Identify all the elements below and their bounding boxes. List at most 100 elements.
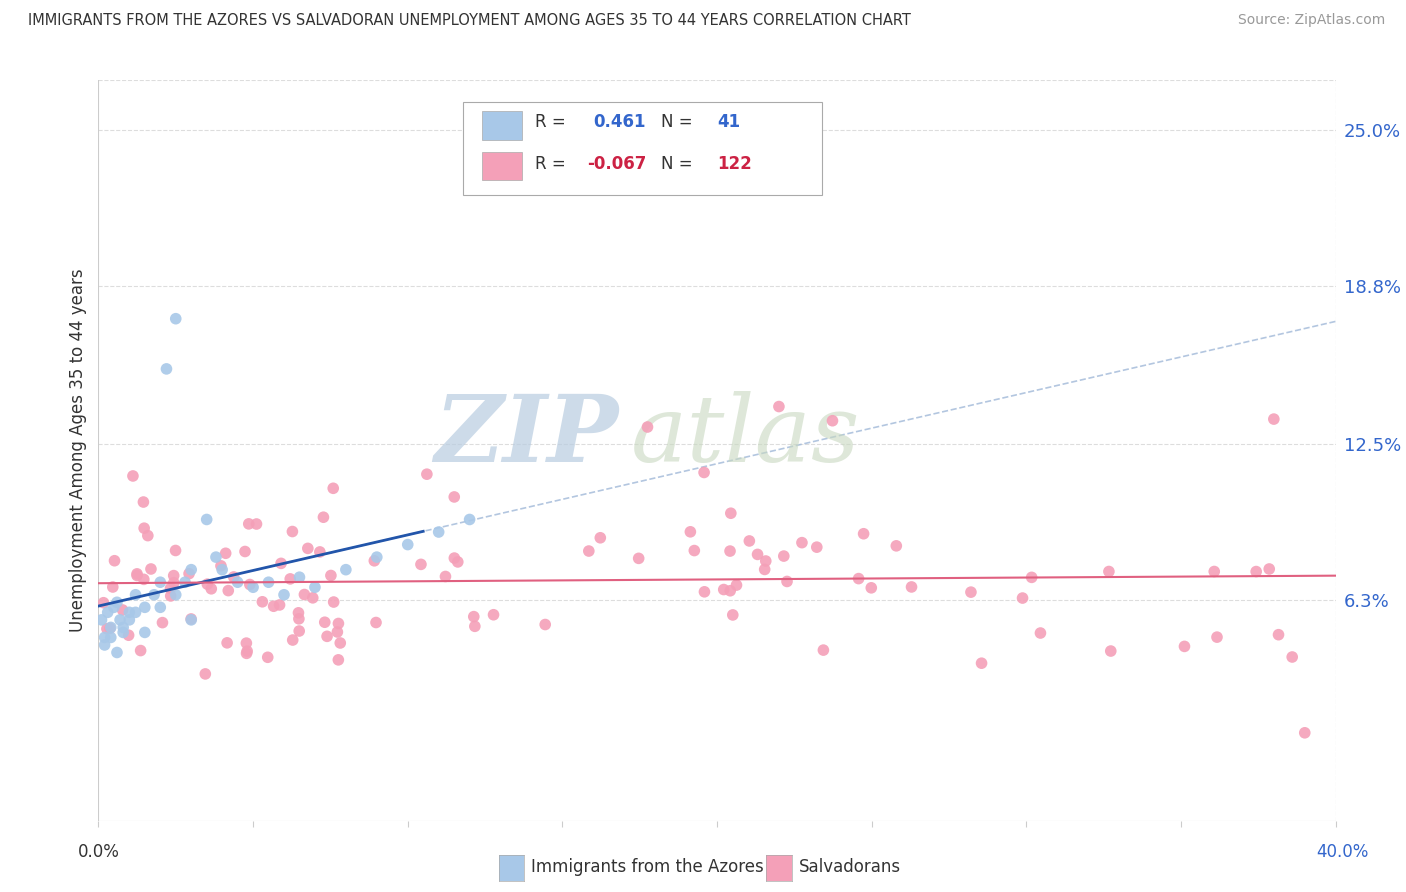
Point	[163, 568, 186, 582]
Point	[129, 643, 152, 657]
Point	[443, 490, 465, 504]
Text: Source: ZipAtlas.com: Source: ZipAtlas.com	[1237, 13, 1385, 28]
Point	[434, 569, 457, 583]
Point	[103, 554, 125, 568]
Point	[139, 562, 162, 576]
Text: Salvadorans: Salvadorans	[799, 858, 901, 876]
Point	[273, 588, 295, 602]
Point	[209, 558, 232, 573]
Point	[180, 563, 202, 577]
Point	[205, 550, 228, 565]
Point	[134, 521, 156, 535]
Point	[233, 544, 256, 558]
Point	[238, 516, 260, 531]
Point	[287, 606, 309, 620]
Point	[322, 481, 344, 495]
Point	[200, 582, 222, 596]
Point	[589, 531, 612, 545]
Point	[163, 575, 186, 590]
Point	[848, 572, 870, 586]
Point	[97, 605, 120, 619]
Point	[301, 591, 323, 605]
Point	[93, 596, 115, 610]
Point	[165, 311, 187, 326]
Point	[294, 588, 316, 602]
Point	[226, 575, 249, 590]
Point	[217, 583, 239, 598]
Point	[117, 628, 139, 642]
Point	[235, 646, 257, 660]
Point	[174, 575, 197, 590]
Point	[180, 612, 202, 626]
Point	[1204, 565, 1226, 579]
Point	[239, 577, 262, 591]
Point	[1099, 644, 1122, 658]
Point	[960, 585, 983, 599]
Point	[263, 599, 285, 614]
Point	[105, 595, 128, 609]
Point	[252, 595, 274, 609]
Point	[821, 414, 844, 428]
Point	[288, 612, 311, 626]
Point	[211, 563, 233, 577]
Point	[236, 644, 259, 658]
Text: R =: R =	[536, 155, 567, 173]
Point	[776, 574, 799, 589]
Point	[98, 621, 121, 635]
Point	[416, 467, 439, 482]
Text: IMMIGRANTS FROM THE AZORES VS SALVADORAN UNEMPLOYMENT AMONG AGES 35 TO 44 YEARS : IMMIGRANTS FROM THE AZORES VS SALVADORAN…	[28, 13, 911, 29]
Text: R =: R =	[536, 113, 567, 131]
Point	[693, 584, 716, 599]
Point	[900, 580, 922, 594]
Point	[718, 583, 741, 598]
Point	[297, 541, 319, 556]
Point	[165, 543, 187, 558]
Point	[1244, 565, 1267, 579]
Point	[1258, 562, 1281, 576]
Point	[281, 633, 304, 648]
Point	[443, 551, 465, 566]
Point	[100, 631, 122, 645]
Point	[118, 605, 141, 619]
Point	[215, 546, 238, 560]
Point	[134, 600, 156, 615]
FancyBboxPatch shape	[482, 153, 522, 180]
Point	[1294, 726, 1316, 740]
Point	[124, 605, 146, 619]
Point	[627, 551, 650, 566]
Point	[578, 544, 600, 558]
Point	[105, 645, 128, 659]
Point	[738, 533, 761, 548]
Point	[683, 543, 706, 558]
Point	[155, 362, 177, 376]
Point	[326, 625, 349, 640]
Text: 0.461: 0.461	[593, 113, 645, 131]
Point	[806, 540, 828, 554]
Point	[159, 589, 181, 603]
Point	[96, 622, 118, 636]
Point	[1281, 650, 1303, 665]
Point	[464, 619, 486, 633]
Point	[335, 563, 357, 577]
Text: 40.0%: 40.0%	[1316, 843, 1369, 861]
Point	[134, 625, 156, 640]
Point	[143, 588, 166, 602]
Point	[679, 524, 702, 539]
Point	[308, 545, 330, 559]
Point	[1029, 626, 1052, 640]
Point	[152, 615, 174, 630]
Point	[884, 539, 907, 553]
Text: 122: 122	[717, 155, 752, 173]
Point	[278, 572, 301, 586]
Point	[112, 620, 135, 634]
Point	[132, 572, 155, 586]
Text: N =: N =	[661, 113, 693, 131]
Point	[790, 535, 813, 549]
Point	[288, 624, 311, 638]
Point	[312, 510, 335, 524]
Point	[366, 550, 388, 565]
Point	[180, 613, 202, 627]
Point	[329, 636, 352, 650]
Point	[304, 580, 326, 594]
Point	[100, 620, 122, 634]
